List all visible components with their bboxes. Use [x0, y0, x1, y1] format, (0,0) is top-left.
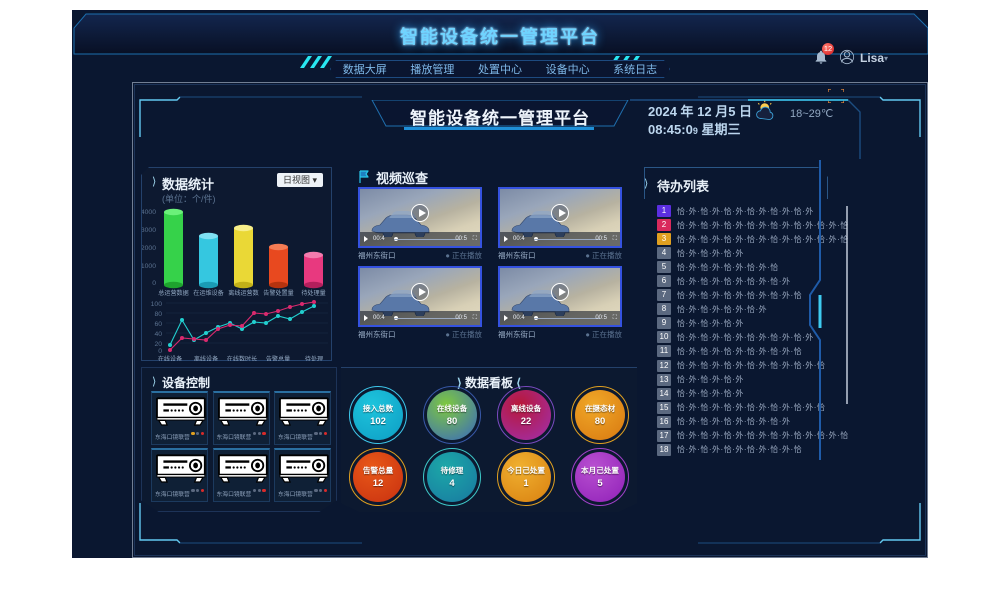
svg-text:4000: 4000 [142, 209, 156, 216]
svg-text:离线运营数: 离线运营数 [228, 289, 258, 297]
svg-text:0: 0 [152, 280, 156, 287]
svg-text:在运维设备: 在运维设备 [193, 289, 223, 297]
svg-text:离线设备: 离线设备 [194, 355, 218, 362]
svg-text:3000: 3000 [142, 227, 156, 234]
svg-text:告警处置量: 告警处置量 [263, 289, 293, 297]
svg-text:2000: 2000 [142, 245, 156, 252]
svg-text:80: 80 [154, 311, 162, 318]
svg-text:在线设备: 在线设备 [158, 355, 182, 362]
svg-text:40: 40 [154, 331, 162, 338]
svg-text:1000: 1000 [142, 263, 156, 270]
svg-text:总运营数据: 总运营数据 [158, 289, 188, 297]
svg-text:0: 0 [158, 348, 162, 355]
svg-text:在线数时长: 在线数时长 [227, 355, 257, 362]
svg-text:100: 100 [151, 301, 163, 308]
svg-text:待处理量: 待处理量 [301, 289, 325, 297]
svg-text:60: 60 [154, 321, 162, 328]
svg-text:20: 20 [154, 341, 162, 348]
svg-text:告警总量: 告警总量 [266, 355, 290, 362]
svg-text:待处理: 待处理 [305, 355, 323, 362]
